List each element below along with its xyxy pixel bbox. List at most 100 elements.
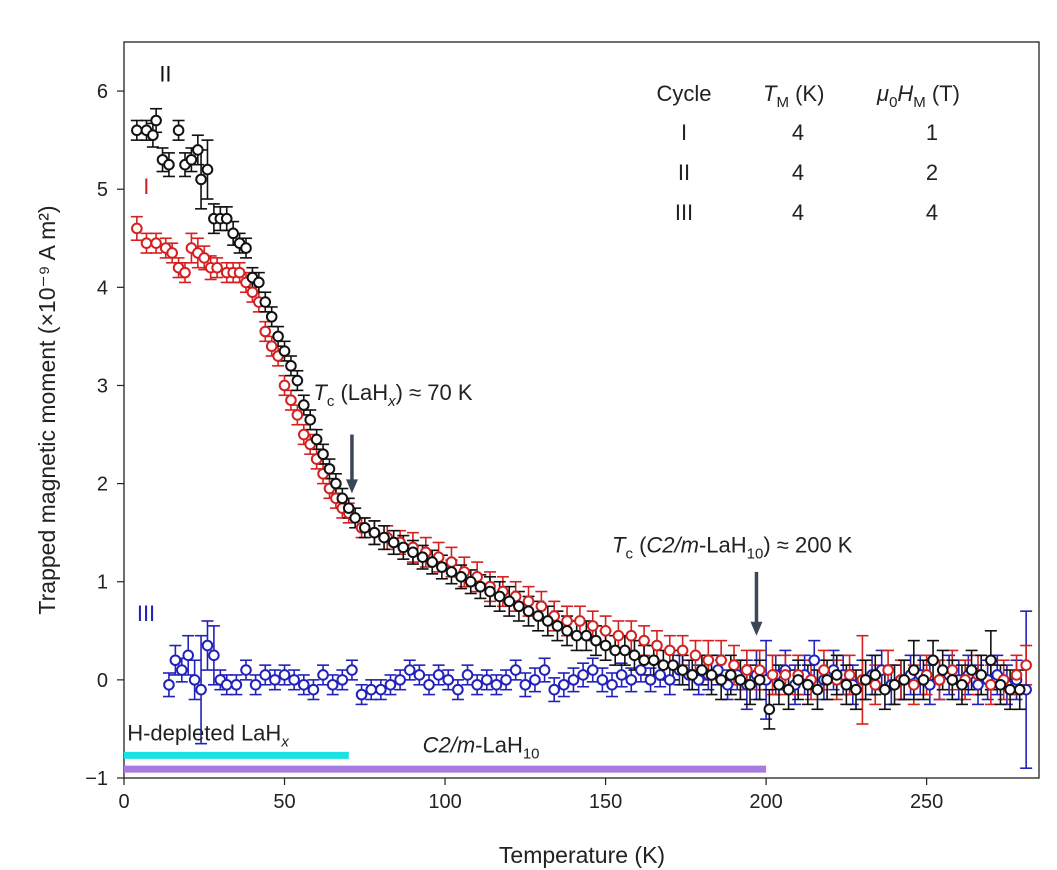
data-point-iii (249, 678, 262, 691)
data-point-iii (375, 683, 387, 696)
data-point-i (198, 252, 211, 264)
data-point-i (586, 620, 599, 632)
data-point-ii (407, 546, 419, 559)
table-row-3-tm: 4 (792, 200, 804, 225)
data-point-iii (326, 678, 339, 691)
table-row-2-cycle: II (678, 160, 690, 185)
data-point-iii (288, 674, 300, 686)
data-point-iii (278, 669, 291, 681)
table-row-1-cycle: I (681, 120, 687, 145)
x-tick-label: 250 (910, 791, 943, 813)
data-point-ii (513, 600, 525, 613)
data-point-ii (888, 678, 901, 691)
data-point-iii (644, 674, 657, 686)
x-tick-label: 50 (273, 791, 295, 813)
data-point-ii (323, 463, 336, 475)
data-point-ii (696, 664, 708, 676)
data-point-iii (169, 654, 182, 667)
data-point-iii (423, 678, 435, 691)
data-point-iii (808, 654, 821, 667)
data-point-ii (503, 595, 516, 608)
data-point-ii (667, 659, 679, 671)
data-point-ii (220, 212, 233, 225)
data-point-ii (358, 521, 371, 534)
data-point-iii (230, 678, 243, 691)
overlays: Tc (LaHx) ≈ 70 K Tc (C2/m-LaH10) ≈ 200 K H… (124, 380, 853, 773)
data-point-ii (474, 580, 487, 593)
data-point-ii (285, 360, 297, 372)
data-point-i (818, 664, 830, 676)
data-point-ii (291, 374, 304, 387)
data-point-ii (551, 620, 564, 632)
data-point-iii (163, 678, 175, 691)
data-point-iii (654, 669, 666, 681)
data-point-ii (676, 664, 689, 676)
table-header-tm: TM (K) (763, 81, 824, 111)
data-point-i (265, 340, 278, 353)
data-point-iii (519, 678, 532, 691)
data-point-ii (147, 129, 159, 142)
data-point-ii (850, 683, 862, 696)
data-point-i (599, 625, 612, 637)
table-row-2-tm: 4 (792, 160, 804, 185)
annotation-lahx: Tc (LaHx) ≈ 70 K (313, 380, 472, 410)
data-point-iii (538, 664, 551, 676)
arrowhead-c2m (750, 621, 763, 636)
data-point-ii (378, 531, 390, 544)
data-point-ii (227, 227, 239, 240)
data-point-i (233, 266, 246, 279)
table-header-h: μ0HM (T) (876, 81, 960, 111)
data-point-ii (416, 551, 429, 564)
data-point-ii (985, 654, 997, 667)
data-point-iii (413, 669, 426, 681)
x-tick-label: 100 (428, 791, 461, 813)
data-point-ii (368, 526, 381, 539)
data-point-ii (840, 678, 853, 691)
data-point-i (259, 325, 272, 338)
data-point-i (625, 629, 638, 642)
data-point-ii (1013, 683, 1026, 696)
data-point-ii (917, 674, 930, 686)
data-point-iii (972, 678, 984, 691)
data-point-ii (201, 163, 214, 176)
data-point-ii (445, 566, 458, 578)
data-point-i (882, 664, 894, 676)
data-point-ii (994, 678, 1007, 691)
data-point-ii (744, 678, 756, 691)
data-point-i (285, 394, 297, 406)
data-point-ii (522, 605, 535, 617)
data-point-ii (240, 242, 252, 254)
data-point-iii (355, 688, 368, 701)
data-point-ii (647, 654, 660, 667)
data-point-ii (590, 634, 602, 647)
data-point-iii (529, 674, 541, 686)
series-label-ii: II (159, 61, 171, 86)
series-label-i: I (143, 174, 149, 199)
data-point-ii (705, 669, 718, 681)
data-point-ii (956, 678, 968, 691)
data-point-iii (461, 669, 474, 681)
table-row-2-h: 2 (926, 160, 938, 185)
data-point-ii (907, 664, 920, 676)
data-point-i (612, 629, 625, 642)
bar-label-h-depleted: H-depleted LaHx (127, 721, 289, 751)
data-point-iii (188, 674, 201, 686)
data-point-ii (310, 433, 323, 446)
data-point-ii (349, 512, 361, 524)
data-point-ii (734, 674, 747, 686)
data-point-iii (403, 664, 416, 676)
data-point-i (1020, 659, 1032, 671)
data-point-ii (131, 124, 143, 137)
data-point-iii (317, 669, 329, 681)
y-axis-label: Trapped magnetic moment (×10⁻⁹ A m²) (34, 205, 60, 614)
y-tick-label: 5 (97, 179, 108, 201)
data-point-iii (663, 674, 676, 686)
data-point-ii (195, 173, 207, 186)
data-point-iii (635, 664, 647, 676)
annotation-c2m: Tc (C2/m-LaH10) ≈ 200 K (612, 532, 853, 562)
data-point-i (907, 678, 920, 691)
data-point-ii (782, 683, 795, 696)
data-point-i (985, 678, 997, 691)
data-point-iii (208, 649, 220, 662)
x-axis-label: Temperature (K) (499, 842, 665, 868)
